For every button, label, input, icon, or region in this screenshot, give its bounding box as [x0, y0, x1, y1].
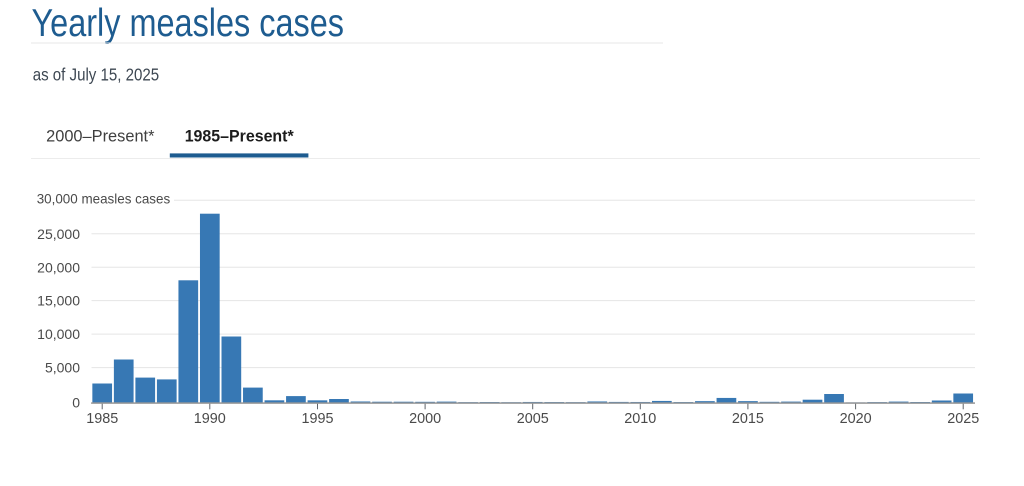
svg-text:1990: 1990	[194, 411, 226, 427]
svg-text:2000: 2000	[409, 411, 441, 427]
svg-text:Yearly measles cases: Yearly measles cases	[32, 2, 345, 45]
svg-text:20,000: 20,000	[37, 259, 80, 275]
svg-text:30,000 measles cases: 30,000 measles cases	[37, 191, 171, 207]
svg-text:25,000: 25,000	[37, 226, 80, 242]
svg-text:0: 0	[72, 395, 80, 411]
svg-text:2005: 2005	[517, 411, 549, 427]
svg-text:2015: 2015	[732, 411, 764, 427]
svg-text:as of July 15, 2025: as of July 15, 2025	[33, 65, 160, 85]
svg-text:1985: 1985	[86, 411, 118, 427]
svg-text:2025: 2025	[947, 411, 979, 427]
svg-text:5,000: 5,000	[45, 360, 80, 376]
svg-text:2010: 2010	[624, 411, 656, 427]
svg-text:2000–Present*: 2000–Present*	[46, 126, 155, 145]
svg-text:10,000: 10,000	[37, 326, 80, 342]
svg-text:1995: 1995	[301, 411, 333, 427]
svg-text:15,000: 15,000	[37, 293, 80, 309]
svg-text:2020: 2020	[840, 411, 872, 427]
svg-text:1985–Present*: 1985–Present*	[185, 126, 294, 145]
